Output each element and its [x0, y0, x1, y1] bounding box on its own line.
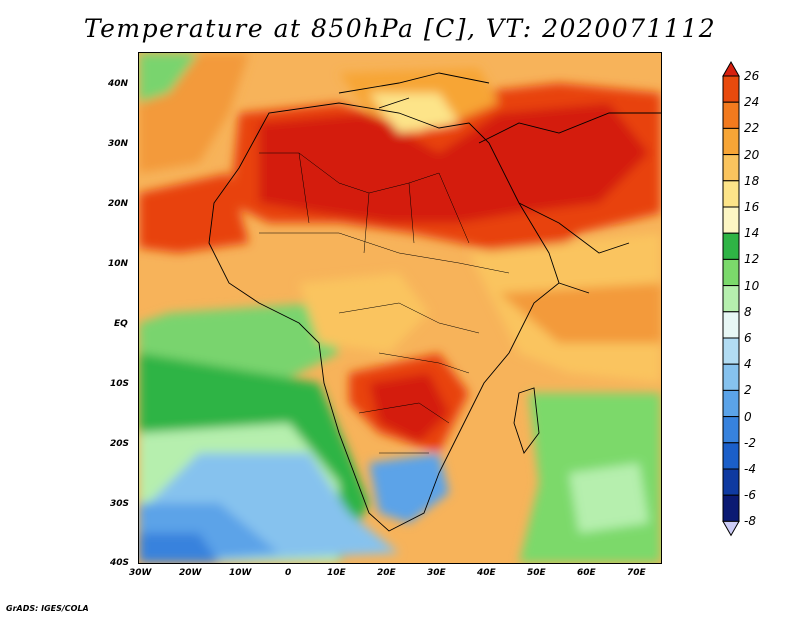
colorbar-label: -6 [744, 488, 756, 503]
colorbar-label: 24 [744, 95, 760, 110]
colorbar-box [722, 442, 740, 470]
colorbar-box [722, 127, 740, 156]
colorbar-box [722, 416, 740, 444]
colorbar-box [722, 389, 740, 418]
lon-tick-label: 20E [377, 568, 396, 578]
colorbar-label: 22 [744, 121, 760, 136]
colorbar-label: 4 [744, 357, 752, 372]
colorbar-label: 8 [744, 304, 752, 319]
colorbar-label: -4 [744, 462, 756, 476]
lon-tick-label: 0 [285, 568, 292, 578]
colorbar-label: 0 [744, 409, 752, 424]
colorbar-label: -2 [744, 435, 756, 450]
lon-tick-label: 40E [477, 568, 496, 578]
temperature-map [138, 52, 662, 564]
lon-tick-label: 50E [527, 568, 546, 578]
map-title: Temperature at 850hPa [C], VT: 202007111… [83, 14, 717, 43]
lat-tick-label: 30S [110, 499, 130, 509]
colorbar-box [722, 337, 740, 365]
colorbar-label: 18 [744, 173, 760, 188]
colorbar-box [722, 285, 740, 313]
lon-tick-label: 30W [129, 568, 152, 578]
colorbar-box [722, 232, 740, 260]
lat-tick-label: 20N [108, 199, 129, 209]
lat-tick-label: 30N [108, 139, 129, 149]
colorbar-label: 20 [744, 147, 760, 162]
map-canvas [139, 53, 661, 563]
lat-tick-label: 40S [110, 558, 130, 568]
lon-tick-label: 10W [229, 568, 252, 578]
colorbar-bottom-arrow [722, 520, 740, 537]
lat-tick-label: 10N [108, 259, 129, 269]
lon-tick-label: 10E [327, 568, 346, 578]
lat-tick-label: 10S [110, 379, 130, 389]
colorbar-label: 6 [744, 331, 752, 345]
colorbar-top-arrow [722, 60, 740, 77]
credit-text: GrADS: IGES/COLA [6, 604, 89, 613]
colorbar-box [722, 206, 740, 234]
lon-tick-label: 70E [627, 568, 646, 578]
colorbar-label: 2 [744, 383, 752, 398]
country-borders [259, 152, 510, 454]
lon-tick-label: 60E [577, 568, 596, 578]
colorbar-box [722, 101, 740, 129]
lat-tick-label: 40N [108, 79, 129, 89]
lon-tick-label: 20W [179, 568, 202, 578]
colorbar-box [722, 311, 740, 339]
temperature-field [139, 53, 661, 563]
coastlines [208, 72, 661, 532]
colorbar-box [722, 154, 740, 182]
colorbar-box [722, 494, 740, 522]
colorbar-box [722, 468, 740, 496]
colorbar-box [722, 363, 740, 391]
colorbar-label: 16 [744, 200, 760, 214]
colorbar-box [722, 75, 740, 103]
colorbar-label: 14 [744, 226, 760, 241]
lat-tick-label: 20S [110, 439, 130, 449]
lon-tick-label: 30E [427, 568, 446, 578]
colorbar-box [722, 180, 740, 208]
colorbar-boxes [722, 60, 740, 537]
colorbar-box [722, 258, 740, 287]
colorbar-label: -8 [744, 514, 756, 529]
colorbar-label: 26 [744, 69, 760, 83]
colorbar-label: 10 [744, 278, 760, 293]
lat-tick-label: EQ [114, 319, 128, 329]
colorbar-label: 12 [744, 252, 760, 267]
